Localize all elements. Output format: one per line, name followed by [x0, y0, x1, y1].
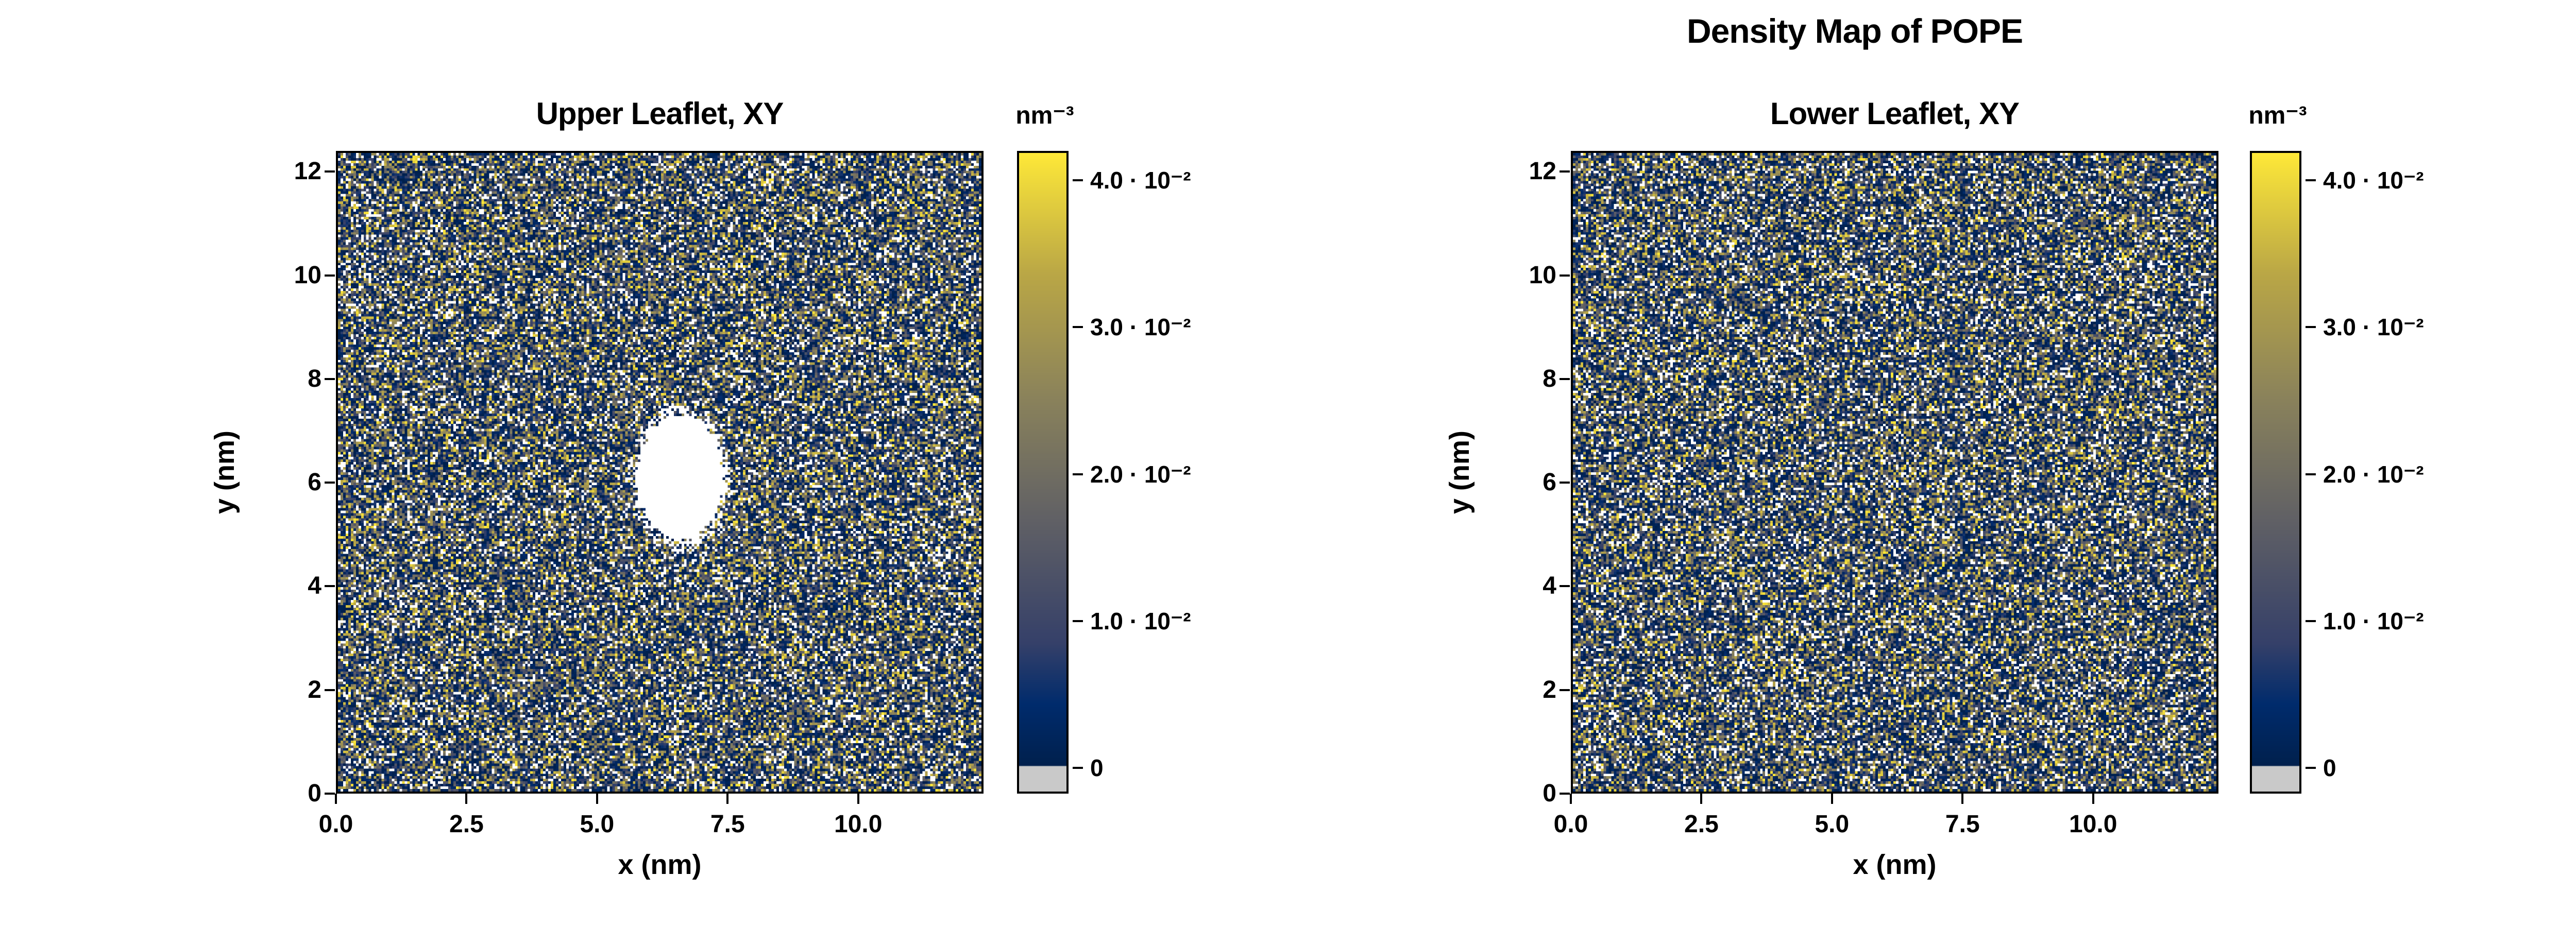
- tick-mark: [2306, 326, 2316, 329]
- tick-mark: [1570, 794, 1572, 804]
- tick-label: 0: [1543, 780, 1556, 807]
- colorbar-unit-label: nm⁻³: [1015, 102, 1074, 129]
- tick-mark: [1560, 482, 1570, 484]
- panel-title: Upper Leaflet, XY: [536, 96, 784, 131]
- y-axis-tick-marks: [325, 151, 336, 795]
- tick-label: 4.0 · 10⁻²: [1090, 167, 1191, 194]
- tick-mark: [465, 794, 468, 804]
- tick-label: 3.0 · 10⁻²: [2323, 314, 2424, 341]
- tick-mark: [1560, 377, 1570, 380]
- tick-mark: [2306, 473, 2316, 475]
- tick-label: 2: [1543, 676, 1556, 703]
- tick-mark: [1560, 274, 1570, 277]
- tick-mark: [2306, 179, 2316, 182]
- x-axis-tick-marks: [1570, 794, 2218, 805]
- colorbar-tick-labels: 0 1.0 · 10⁻² 2.0 · 10⁻² 3.0 · 10⁻² 4.0 · 10⁻…: [2323, 151, 2498, 794]
- tick-mark: [1700, 794, 1703, 804]
- x-axis-tick-labels: 0.0 2.5 5.0 7.5 10.0: [319, 809, 984, 840]
- panel-title: Lower Leaflet, XY: [1770, 96, 2020, 131]
- tick-mark: [325, 793, 335, 795]
- tick-label: 2: [308, 676, 321, 703]
- tick-mark: [1560, 170, 1570, 173]
- tick-mark: [1073, 326, 1083, 329]
- tick-label: 0.0: [318, 811, 353, 838]
- tick-label: 3.0 · 10⁻²: [1090, 314, 1191, 341]
- tick-label: 4: [308, 572, 321, 600]
- tick-label: 8: [1543, 365, 1556, 392]
- tick-mark: [1560, 689, 1570, 691]
- tick-mark: [1831, 794, 1833, 804]
- tick-mark: [1073, 179, 1083, 182]
- tick-label: 12: [294, 158, 321, 185]
- tick-mark: [325, 170, 335, 173]
- tick-label: 0: [1090, 754, 1104, 782]
- heatmap-canvas: [1573, 153, 2216, 792]
- heatmap-canvas: [338, 153, 981, 792]
- tick-label: 2.5: [1684, 811, 1719, 838]
- tick-label: 10: [294, 261, 321, 289]
- colorbar: [2250, 151, 2301, 794]
- tick-label: 6: [1543, 469, 1556, 496]
- x-axis-label: x (nm): [618, 849, 702, 880]
- tick-mark: [857, 794, 859, 804]
- tick-mark: [325, 689, 335, 691]
- tick-mark: [325, 377, 335, 380]
- x-axis-tick-marks: [335, 794, 984, 805]
- x-axis-tick-labels: 0.0 2.5 5.0 7.5 10.0: [1554, 809, 2218, 840]
- figure-title: Density Map of POPE: [1686, 12, 2023, 50]
- tick-label: 10.0: [834, 811, 883, 838]
- tick-mark: [1073, 767, 1083, 769]
- tick-label: 2.5: [449, 811, 484, 838]
- x-axis-label: x (nm): [1853, 849, 1937, 880]
- tick-mark: [596, 794, 598, 804]
- y-axis-tick-marks: [1560, 151, 1571, 795]
- tick-label: 12: [1529, 158, 1556, 185]
- tick-label: 10: [1529, 261, 1556, 289]
- colorbar-gradient: [2252, 153, 2299, 792]
- tick-label: 4.0 · 10⁻²: [2323, 167, 2424, 194]
- tick-mark: [325, 585, 335, 588]
- tick-label: 2.0 · 10⁻²: [2323, 460, 2424, 488]
- tick-mark: [2092, 794, 2094, 804]
- tick-mark: [1073, 473, 1083, 475]
- y-axis-tick-labels: 0 2 4 6 8 10 12: [1489, 151, 1556, 806]
- density-heatmap: [336, 151, 984, 794]
- tick-label: 0: [2323, 754, 2336, 782]
- tick-label: 5.0: [1815, 811, 1850, 838]
- colorbar-tick-marks: [2306, 151, 2317, 794]
- tick-label: 5.0: [580, 811, 615, 838]
- tick-label: 0: [308, 780, 321, 807]
- tick-mark: [1560, 793, 1570, 795]
- colorbar-tick-labels: 0 1.0 · 10⁻² 2.0 · 10⁻² 3.0 · 10⁻² 4.0 · 10⁻…: [1090, 151, 1265, 794]
- tick-mark: [1961, 794, 1964, 804]
- tick-mark: [1560, 585, 1570, 588]
- tick-label: 2.0 · 10⁻²: [1090, 460, 1191, 488]
- tick-label: 10.0: [2069, 811, 2117, 838]
- tick-label: 0.0: [1553, 811, 1588, 838]
- y-axis-tick-labels: 0 2 4 6 8 10 12: [255, 151, 321, 806]
- tick-label: 1.0 · 10⁻²: [1090, 607, 1191, 634]
- tick-mark: [726, 794, 729, 804]
- tick-label: 7.5: [1945, 811, 1980, 838]
- tick-label: 6: [308, 469, 321, 496]
- tick-label: 7.5: [710, 811, 745, 838]
- tick-mark: [2306, 767, 2316, 769]
- tick-label: 1.0 · 10⁻²: [2323, 607, 2424, 634]
- tick-mark: [335, 794, 337, 804]
- colorbar-tick-marks: [1073, 151, 1084, 794]
- tick-mark: [1073, 620, 1083, 622]
- tick-label: 4: [1543, 572, 1556, 600]
- colorbar-gradient: [1019, 153, 1066, 792]
- density-heatmap: [1571, 151, 2218, 794]
- tick-label: 8: [308, 365, 321, 392]
- colorbar-unit-label: nm⁻³: [2248, 102, 2307, 129]
- tick-mark: [325, 482, 335, 484]
- tick-mark: [325, 274, 335, 277]
- tick-mark: [2306, 620, 2316, 622]
- colorbar: [1017, 151, 1069, 794]
